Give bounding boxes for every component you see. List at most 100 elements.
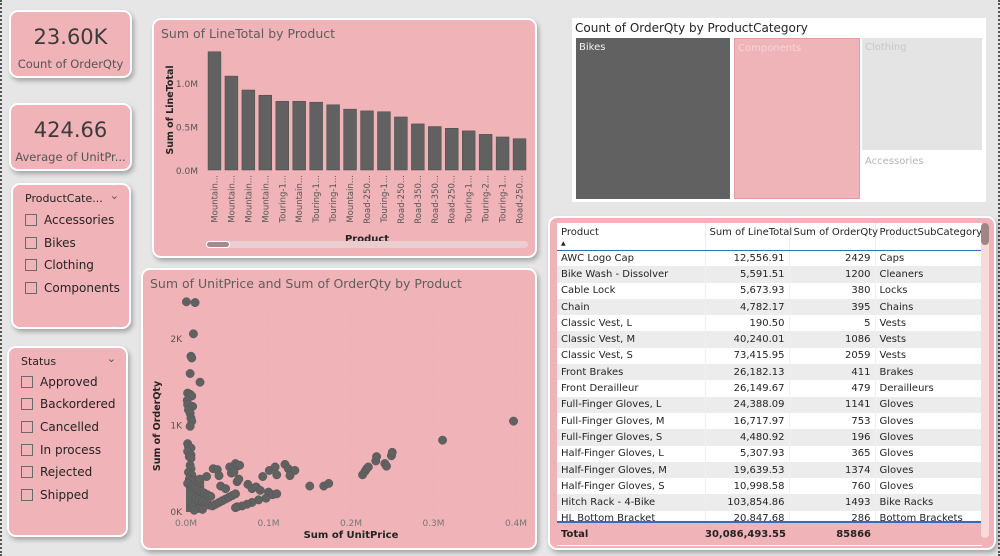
bar-chart-linetotal-by-product[interactable]: Sum of LineTotal by Product 0.0M 0.5M 1.0M… (152, 18, 537, 258)
table-row[interactable]: AWC Logo Cap 12,556.91 2429 Caps (557, 250, 982, 267)
bar[interactable] (326, 104, 340, 171)
data-point[interactable] (190, 298, 200, 308)
scrollbar-thumb[interactable] (981, 223, 989, 245)
bar[interactable] (495, 136, 510, 171)
table-row[interactable]: Front Derailleur 26,149.67 479 Derailleurs (557, 380, 982, 397)
table-row[interactable]: Half-Finger Gloves, S 10,998.58 760 Gloves (557, 478, 982, 495)
treemap-cell-clothing[interactable]: Clothing (862, 38, 982, 150)
bar[interactable] (224, 75, 239, 171)
data-point[interactable] (258, 472, 268, 481)
data-point[interactable] (255, 485, 265, 495)
data-point[interactable] (231, 489, 240, 499)
bar[interactable] (258, 94, 273, 171)
table-row[interactable]: Half-Finger Gloves, M 19,639.53 1374 Gloves (557, 461, 982, 479)
data-point[interactable] (387, 447, 397, 457)
treemap-cell-components[interactable]: Components (734, 38, 860, 199)
data-point[interactable] (509, 416, 518, 426)
sort-ascending-icon[interactable]: ▲ (561, 240, 566, 247)
checkbox-icon[interactable] (21, 376, 33, 388)
table-row[interactable]: Full-Finger Gloves, L 24,388.09 1141 Gloves (557, 396, 982, 413)
slicer-option-in-process[interactable]: In process (21, 442, 101, 458)
bar[interactable] (411, 123, 425, 171)
scrollbar-thumb[interactable] (206, 241, 230, 248)
chevron-down-icon[interactable]: ⌄ (106, 352, 116, 365)
data-point[interactable] (187, 353, 197, 363)
table-products[interactable]: Product ▲ Sum of LineTotal Sum of OrderQt… (548, 216, 996, 550)
checkbox-icon[interactable] (25, 214, 37, 226)
data-point[interactable] (363, 462, 373, 472)
bar[interactable] (394, 116, 408, 171)
treemap-cell-accessories[interactable]: Accessories (862, 152, 982, 199)
bar[interactable] (292, 101, 306, 171)
bar[interactable] (461, 130, 476, 171)
checkbox-icon[interactable] (25, 237, 37, 249)
data-point[interactable] (290, 466, 300, 475)
table-row[interactable]: Hitch Rack - 4-Bike 103,854.86 1493 Bike Ra… (557, 494, 982, 511)
checkbox-icon[interactable] (25, 282, 37, 294)
data-point[interactable] (206, 491, 216, 501)
data-point[interactable] (272, 489, 282, 499)
column-header-product[interactable]: Product ▲ (557, 223, 705, 251)
data-point[interactable] (372, 452, 382, 462)
vertical-scrollbar[interactable] (981, 223, 989, 538)
scatter-chart-unitprice-orderqty[interactable]: Sum of UnitPrice and Sum of OrderQty by … (141, 268, 537, 550)
data-point[interactable] (305, 481, 315, 491)
checkbox-icon[interactable] (21, 444, 33, 456)
slicer-option-backordered[interactable]: Backordered (21, 396, 115, 412)
table-row[interactable]: Bike Wash - Dissolver 5,591.51 1200 Cleaner… (557, 266, 982, 283)
bar[interactable] (275, 101, 289, 171)
table-row[interactable]: Full-Finger Gloves, M 16,717.97 753 Gloves (557, 412, 982, 430)
slicer-option-accessories[interactable]: Accessories (25, 212, 114, 228)
data-point[interactable] (234, 474, 244, 484)
column-header-sum-linetotal[interactable]: Sum of LineTotal (704, 223, 792, 251)
bar[interactable] (207, 51, 222, 171)
data-point[interactable] (438, 435, 448, 445)
slicer-option-approved[interactable]: Approved (21, 374, 98, 390)
data-point[interactable] (261, 493, 271, 503)
data-point[interactable] (198, 504, 207, 514)
table-row[interactable]: Classic Vest, S 73,415.95 2059 Vests (557, 347, 982, 365)
data-point[interactable] (214, 471, 224, 481)
data-point[interactable] (231, 503, 240, 513)
data-point[interactable] (229, 467, 239, 477)
data-point[interactable] (185, 421, 195, 431)
bar[interactable] (343, 108, 357, 171)
checkbox-icon[interactable] (21, 466, 33, 478)
slicer-option-components[interactable]: Components (25, 280, 120, 296)
bar[interactable] (360, 110, 374, 171)
data-point[interactable] (272, 470, 282, 480)
data-point[interactable] (195, 377, 205, 387)
slicer-option-rejected[interactable]: Rejected (21, 464, 92, 480)
bar[interactable] (309, 101, 323, 171)
bar[interactable] (241, 89, 256, 171)
bar[interactable] (428, 126, 442, 171)
bar[interactable] (512, 138, 527, 171)
data-point[interactable] (185, 369, 195, 379)
data-point[interactable] (181, 297, 191, 307)
chevron-down-icon[interactable]: ⌄ (109, 189, 119, 202)
bar[interactable] (478, 134, 493, 171)
checkbox-icon[interactable] (21, 489, 33, 501)
slicer-option-cancelled[interactable]: Cancelled (21, 419, 99, 435)
column-header-productsubcategory[interactable]: ProductSubCategory (874, 223, 982, 251)
treemap-cell-bikes[interactable]: Bikes (576, 38, 732, 199)
table-row[interactable]: Half-Finger Gloves, L 5,307.93 365 Gloves (557, 445, 982, 462)
treemap-orderqty-by-category[interactable]: Count of OrderQty by ProductCategory Bik… (572, 18, 986, 202)
kpi-card-count-orderqty[interactable]: 23.60K Count of OrderQty (9, 10, 132, 78)
slicer-option-shipped[interactable]: Shipped (21, 487, 89, 503)
data-point[interactable] (382, 461, 391, 471)
data-point[interactable] (324, 478, 334, 488)
data-point[interactable] (270, 462, 280, 472)
data-point[interactable] (189, 505, 199, 515)
table-row[interactable]: Full-Finger Gloves, S 4,480.92 196 Gloves (557, 429, 982, 446)
table-row[interactable]: Chain 4,782.17 395 Chains (557, 298, 982, 316)
data-point[interactable] (188, 329, 198, 339)
table-row[interactable]: Classic Vest, M 40,240.01 1086 Vests (557, 331, 982, 348)
slicer-option-clothing[interactable]: Clothing (25, 257, 94, 273)
checkbox-icon[interactable] (21, 398, 33, 410)
table-row[interactable]: Front Brakes 26,182.13 411 Brakes (557, 364, 982, 381)
slicer-option-bikes[interactable]: Bikes (25, 235, 76, 251)
column-header-sum-orderqty[interactable]: Sum of OrderQty (788, 223, 878, 251)
table-row[interactable]: Cable Lock 5,673.93 380 Locks (557, 282, 982, 299)
bar[interactable] (445, 128, 459, 171)
